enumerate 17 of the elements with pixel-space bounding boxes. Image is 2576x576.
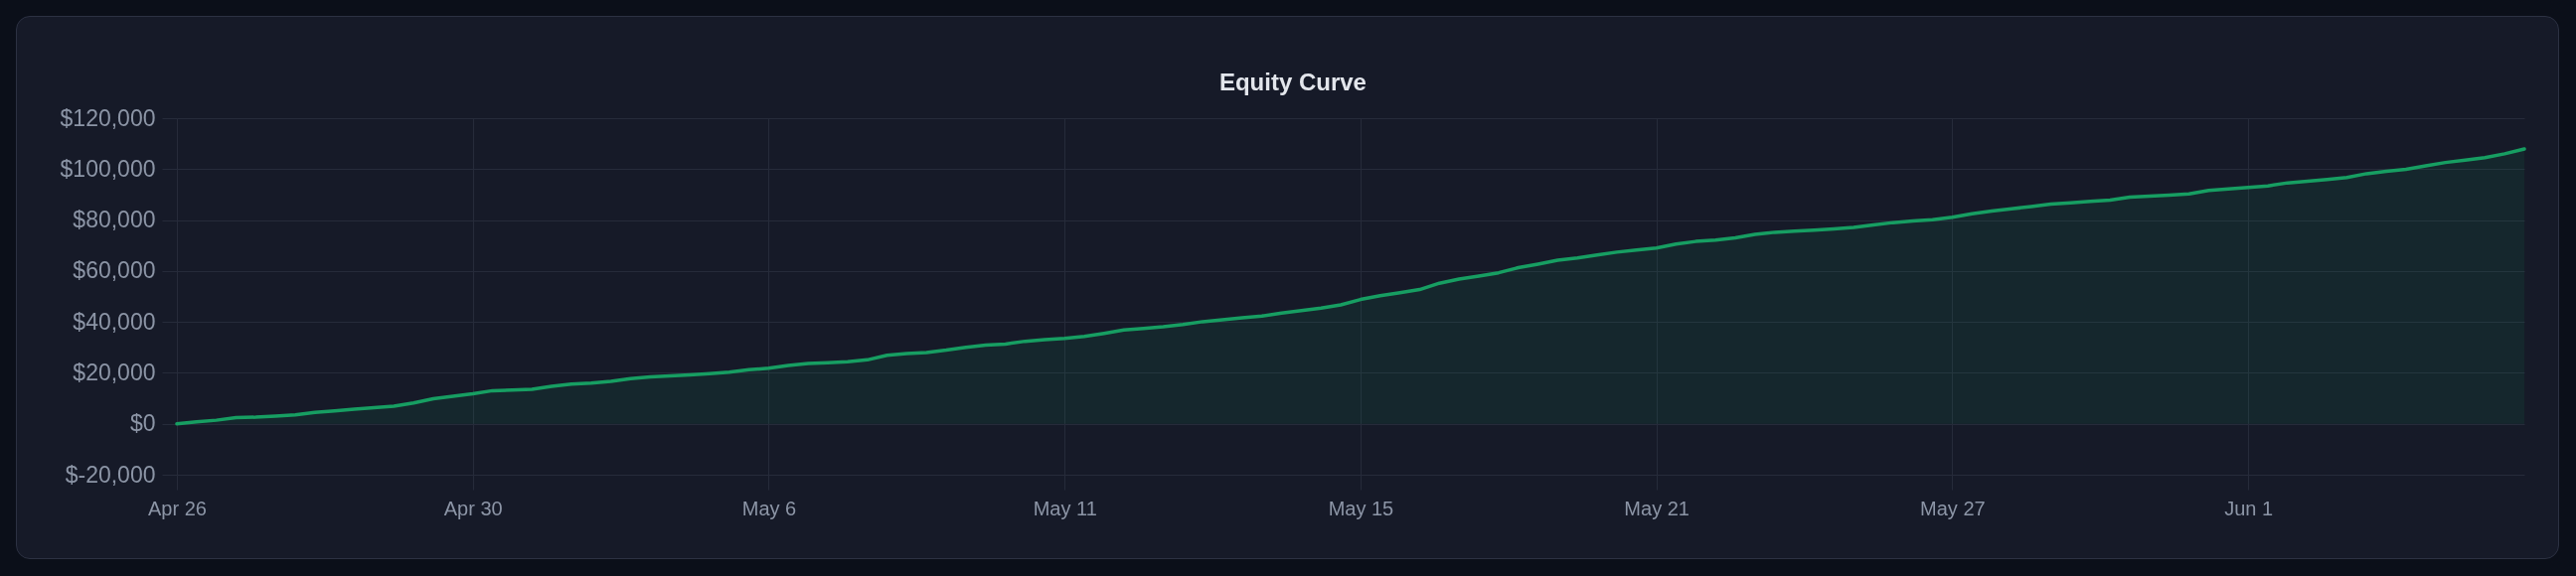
x-tick-label: Apr 26 xyxy=(148,497,207,519)
y-tick-label: $80,000 xyxy=(73,207,156,233)
x-tick-label: May 27 xyxy=(1920,497,1986,519)
x-tick-label: May 11 xyxy=(1033,497,1097,519)
y-tick-label: $60,000 xyxy=(73,257,156,284)
x-tick-label: Apr 30 xyxy=(443,497,503,519)
x-tick-label: Jun 1 xyxy=(2224,497,2274,519)
y-tick-label: $100,000 xyxy=(60,155,156,182)
x-tick-label: May 21 xyxy=(1624,497,1690,519)
y-tick-label: $40,000 xyxy=(73,308,156,335)
y-tick-label: $0 xyxy=(129,410,156,437)
x-tick-label: May 15 xyxy=(1328,497,1394,519)
y-tick-label: $120,000 xyxy=(60,104,156,131)
y-tick-label: $-20,000 xyxy=(65,461,156,488)
y-tick-label: $20,000 xyxy=(73,359,156,385)
x-tick-label: May 6 xyxy=(741,497,797,519)
chart-title: Equity Curve xyxy=(1218,69,1367,95)
